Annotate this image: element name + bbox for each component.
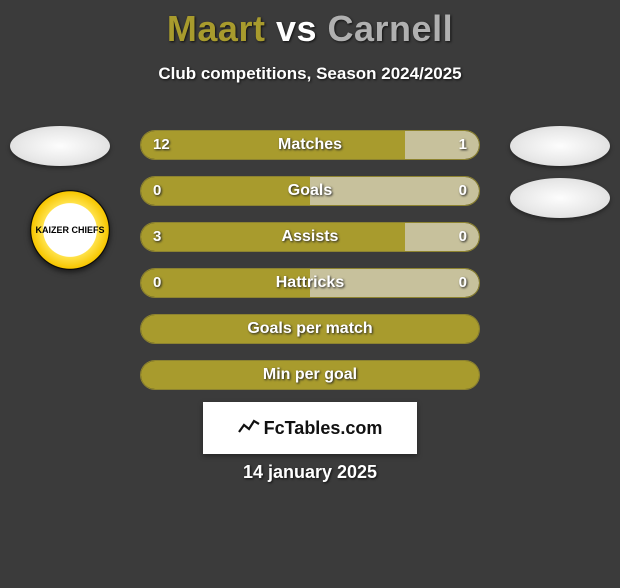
player2-avatar: [510, 126, 610, 166]
fctables-logo-icon: [238, 418, 260, 439]
stat-row: Goals per match: [140, 314, 480, 344]
stat-label: Goals per match: [141, 315, 479, 343]
stat-label: Hattricks: [141, 269, 479, 297]
stat-row: Matches12 1: [140, 130, 480, 160]
stat-value-right: 1: [459, 131, 467, 159]
stat-row: Assists3 0: [140, 222, 480, 252]
stat-label: Matches: [141, 131, 479, 159]
stat-value-right: 0: [459, 223, 467, 251]
stat-row: Hattricks0 0: [140, 268, 480, 298]
player1-avatar: [10, 126, 110, 166]
stat-row: Min per goal: [140, 360, 480, 390]
stat-value-right: 0: [459, 177, 467, 205]
stat-label: Min per goal: [141, 361, 479, 389]
stat-value-right: 0: [459, 269, 467, 297]
stat-value-left: 0: [153, 177, 161, 205]
title-player1: Maart: [167, 8, 266, 49]
player2-club-badge: [510, 178, 610, 218]
title-player2: Carnell: [328, 8, 454, 49]
date-text: 14 january 2025: [0, 462, 620, 483]
stat-value-left: 0: [153, 269, 161, 297]
stat-value-left: 12: [153, 131, 170, 159]
stats-chart: Matches121Goals00Assists30Hattricks00Goa…: [140, 130, 480, 406]
stat-label: Assists: [141, 223, 479, 251]
subtitle: Club competitions, Season 2024/2025: [0, 64, 620, 84]
stat-label: Goals: [141, 177, 479, 205]
player1-club-badge: KAIZER CHIEFS: [30, 190, 110, 270]
source-text: FcTables.com: [264, 418, 383, 439]
stat-value-left: 3: [153, 223, 161, 251]
stat-row: Goals0 0: [140, 176, 480, 206]
comparison-title: Maart vs Carnell: [0, 8, 620, 50]
source-badge: FcTables.com: [203, 402, 417, 454]
title-vs: vs: [276, 8, 317, 49]
club-badge-text: KAIZER CHIEFS: [35, 226, 104, 235]
